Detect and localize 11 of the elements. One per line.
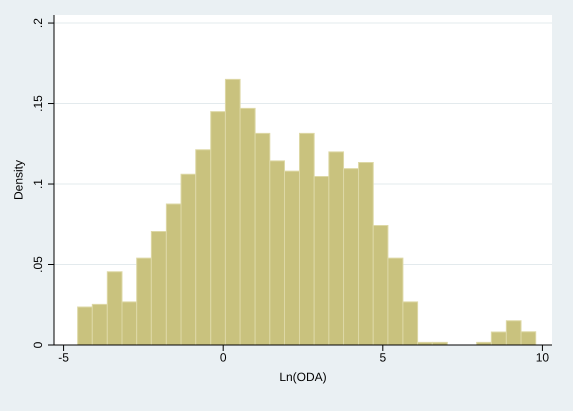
x-tick-label: 0 bbox=[220, 350, 227, 365]
x-tick-label: 10 bbox=[536, 350, 550, 365]
y-axis-title: Density bbox=[11, 160, 26, 200]
x-axis-title: Ln(ODA) bbox=[279, 370, 327, 384]
y-tick-label: .2 bbox=[31, 18, 45, 28]
y-tick-label: .15 bbox=[31, 94, 45, 112]
y-tick-label: 0 bbox=[31, 341, 45, 348]
y-tick-label: .1 bbox=[31, 178, 45, 190]
x-tick-label: -5 bbox=[58, 350, 70, 365]
y-tick-label: .05 bbox=[31, 256, 45, 273]
x-tick-label: 5 bbox=[379, 350, 386, 365]
